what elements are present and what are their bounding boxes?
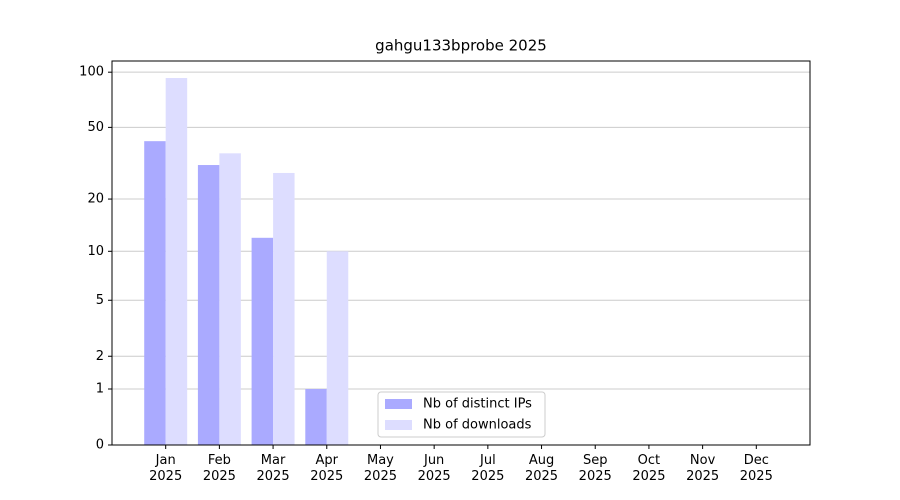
y-tick-label: 20 — [87, 192, 104, 207]
bar — [251, 237, 274, 445]
bar — [305, 389, 327, 445]
y-tick-label: 5 — [96, 293, 104, 308]
legend-label: Nb of downloads — [423, 418, 532, 433]
legend-label: Nb of distinct IPs — [423, 397, 532, 412]
bar — [219, 153, 241, 445]
plot-frame — [111, 60, 811, 446]
x-tick-label: Sep 2025 — [578, 453, 612, 484]
x-tick-label: Jul 2025 — [471, 453, 505, 484]
x-tick-label: Aug 2025 — [524, 453, 559, 484]
bar — [165, 77, 188, 445]
bar — [197, 165, 220, 445]
x-tick-label: May 2025 — [363, 453, 397, 484]
x-tick-label: Jan 2025 — [149, 453, 183, 484]
legend-frame — [377, 391, 546, 438]
x-tick-label: Apr 2025 — [310, 453, 344, 484]
bar — [273, 172, 295, 445]
x-tick-label: Feb 2025 — [202, 453, 236, 484]
bar — [144, 141, 166, 445]
y-tick-label: 10 — [87, 244, 104, 259]
x-tick-label: Oct 2025 — [632, 453, 666, 484]
y-tick-label: 100 — [79, 65, 104, 80]
y-tick-label: 1 — [96, 382, 104, 397]
legend-swatch — [385, 399, 412, 409]
y-tick-label: 0 — [96, 438, 104, 453]
legend-swatch — [385, 420, 412, 430]
x-tick-label: Mar 2025 — [256, 453, 290, 484]
x-tick-label: Nov 2025 — [686, 453, 720, 484]
bar — [326, 251, 349, 445]
chart-title: gahgu133bprobe 2025 — [375, 37, 547, 55]
x-tick-label: Dec 2025 — [739, 453, 773, 484]
y-tick-label: 2 — [96, 349, 104, 364]
y-tick-label: 50 — [87, 120, 104, 135]
legend: Nb of distinct IPs Nb of downloads — [377, 391, 546, 438]
x-tick-label: Jun 2025 — [417, 453, 451, 484]
